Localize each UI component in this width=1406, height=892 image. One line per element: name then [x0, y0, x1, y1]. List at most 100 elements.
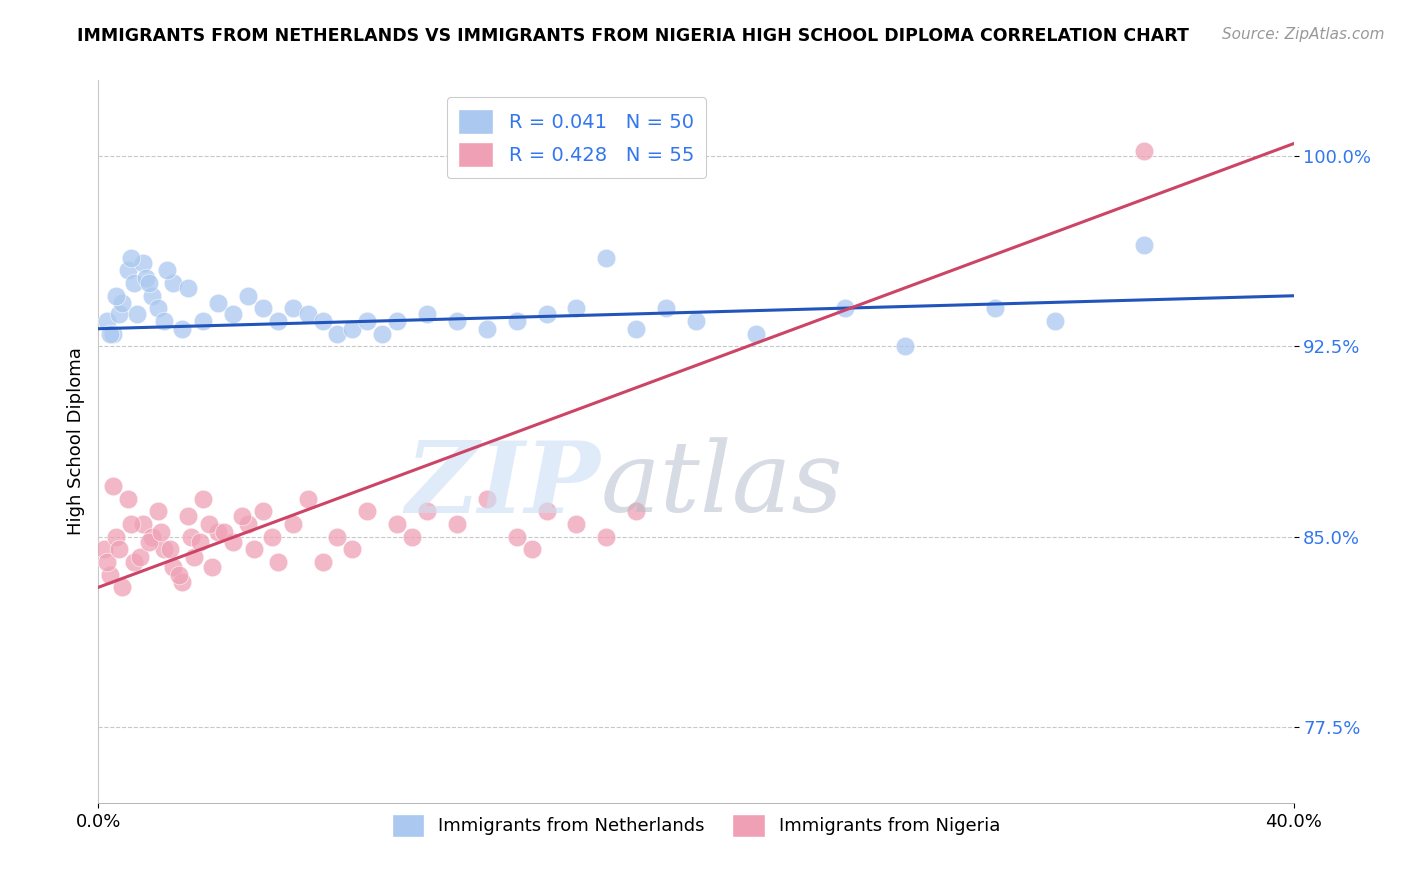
- Point: [655, 301, 678, 316]
- Point: [297, 491, 319, 506]
- Point: [311, 314, 333, 328]
- Point: [342, 542, 364, 557]
- Point: [685, 314, 707, 328]
- Point: [222, 306, 245, 320]
- Point: [1133, 145, 1156, 159]
- Point: [93, 542, 115, 557]
- Point: [267, 555, 290, 569]
- Point: [371, 326, 394, 341]
- Point: [120, 251, 142, 265]
- Point: [156, 263, 179, 277]
- Point: [159, 542, 181, 557]
- Point: [148, 301, 170, 316]
- Point: [162, 276, 184, 290]
- Point: [565, 301, 588, 316]
- Point: [984, 301, 1007, 316]
- Point: [132, 256, 155, 270]
- Y-axis label: High School Diploma: High School Diploma: [66, 348, 84, 535]
- Text: ZIP: ZIP: [405, 437, 600, 533]
- Point: [1133, 238, 1156, 252]
- Point: [117, 263, 139, 277]
- Point: [260, 530, 283, 544]
- Point: [111, 296, 134, 310]
- Point: [177, 509, 200, 524]
- Point: [191, 491, 214, 506]
- Legend: Immigrants from Netherlands, Immigrants from Nigeria: Immigrants from Netherlands, Immigrants …: [384, 806, 1008, 845]
- Point: [117, 491, 139, 506]
- Point: [111, 580, 134, 594]
- Point: [120, 516, 142, 531]
- Point: [132, 516, 155, 531]
- Text: atlas: atlas: [600, 437, 844, 533]
- Point: [281, 301, 304, 316]
- Point: [236, 289, 259, 303]
- Point: [108, 542, 131, 557]
- Point: [124, 555, 146, 569]
- Point: [536, 306, 558, 320]
- Point: [177, 281, 200, 295]
- Point: [446, 314, 468, 328]
- Point: [105, 289, 128, 303]
- Point: [326, 326, 349, 341]
- Point: [188, 534, 211, 549]
- Point: [520, 542, 543, 557]
- Point: [153, 314, 176, 328]
- Point: [326, 530, 349, 544]
- Point: [252, 301, 274, 316]
- Point: [98, 326, 122, 341]
- Point: [1043, 314, 1066, 328]
- Point: [124, 276, 146, 290]
- Point: [536, 504, 558, 518]
- Point: [342, 322, 364, 336]
- Point: [894, 339, 917, 353]
- Point: [129, 549, 152, 564]
- Point: [834, 301, 856, 316]
- Point: [267, 314, 290, 328]
- Point: [236, 516, 259, 531]
- Point: [446, 516, 468, 531]
- Point: [385, 314, 409, 328]
- Point: [416, 504, 439, 518]
- Point: [183, 549, 205, 564]
- Point: [231, 509, 253, 524]
- Point: [356, 504, 378, 518]
- Point: [475, 322, 498, 336]
- Point: [401, 530, 423, 544]
- Point: [138, 276, 160, 290]
- Point: [416, 306, 439, 320]
- Point: [98, 567, 122, 582]
- Point: [356, 314, 378, 328]
- Point: [565, 516, 588, 531]
- Point: [191, 314, 214, 328]
- Point: [222, 534, 245, 549]
- Point: [212, 524, 235, 539]
- Point: [150, 524, 173, 539]
- Point: [148, 504, 170, 518]
- Point: [243, 542, 266, 557]
- Point: [138, 534, 160, 549]
- Point: [252, 504, 274, 518]
- Point: [172, 322, 194, 336]
- Point: [626, 504, 648, 518]
- Point: [96, 314, 118, 328]
- Point: [141, 289, 163, 303]
- Text: Source: ZipAtlas.com: Source: ZipAtlas.com: [1222, 27, 1385, 42]
- Point: [506, 314, 529, 328]
- Point: [626, 322, 648, 336]
- Point: [385, 516, 409, 531]
- Point: [103, 479, 125, 493]
- Point: [506, 530, 529, 544]
- Point: [96, 555, 118, 569]
- Point: [105, 530, 128, 544]
- Point: [745, 326, 768, 341]
- Text: IMMIGRANTS FROM NETHERLANDS VS IMMIGRANTS FROM NIGERIA HIGH SCHOOL DIPLOMA CORRE: IMMIGRANTS FROM NETHERLANDS VS IMMIGRANT…: [77, 27, 1189, 45]
- Point: [595, 530, 617, 544]
- Point: [297, 306, 319, 320]
- Point: [311, 555, 333, 569]
- Point: [201, 560, 224, 574]
- Point: [103, 326, 125, 341]
- Point: [207, 524, 229, 539]
- Point: [595, 251, 617, 265]
- Point: [153, 542, 176, 557]
- Point: [180, 530, 202, 544]
